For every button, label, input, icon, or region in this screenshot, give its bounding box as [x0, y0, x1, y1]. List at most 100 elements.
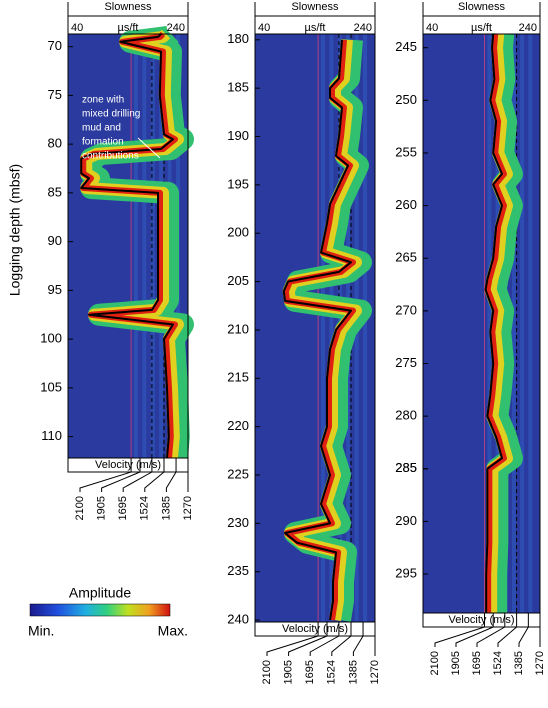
velocity-tick-label: 2100 [261, 660, 273, 684]
y-tick-label: 275 [395, 355, 417, 370]
slowness-tick-label: 40 [71, 22, 83, 34]
slowness-label: Slowness [458, 1, 506, 13]
slowness-trace [484, 33, 503, 613]
slowness-tick-label: 40 [426, 22, 438, 34]
velocity-leader [266, 635, 319, 656]
y-tick-label: 260 [395, 197, 417, 212]
velocity-tick-label: 1524 [139, 496, 151, 520]
image-texture [150, 34, 155, 458]
y-tick-label: 70 [48, 38, 62, 53]
y-tick-label: 190 [227, 128, 249, 143]
annotation-pointer [137, 137, 161, 159]
velocity-leader [288, 635, 328, 656]
amplitude-band [80, 31, 178, 459]
velocity-leader [476, 626, 506, 647]
colorbar-min: Min. [28, 623, 54, 639]
y-tick-label: 235 [227, 563, 249, 578]
slowness-unit: µs/ft [304, 22, 325, 34]
y-tick-label: 100 [40, 331, 62, 346]
y-tick-label: 250 [395, 92, 417, 107]
y-tick-label: 210 [227, 321, 249, 336]
velocity-tick-label: 1270 [534, 651, 546, 675]
velocity-leader [165, 471, 177, 492]
velocity-leader [101, 471, 141, 492]
annotation: contributions [82, 151, 139, 162]
velocity-leader [434, 626, 485, 647]
image-texture [528, 34, 533, 613]
velocity-leader [497, 626, 517, 647]
velocity-leader [79, 471, 132, 492]
y-tick-label: 255 [395, 144, 417, 159]
y-axis-label: Logging depth (mbsf) [7, 164, 23, 296]
velocity-leader [309, 635, 340, 656]
velocity-tick-label: 1905 [283, 660, 295, 684]
y-tick-label: 285 [395, 460, 417, 475]
velocity-tick-label: 1695 [471, 651, 483, 675]
image-texture [363, 34, 367, 622]
y-tick-label: 105 [40, 379, 62, 394]
slowness-unit: µs/ft [471, 22, 492, 34]
y-tick-label: 240 [227, 612, 249, 627]
y-tick-label: 200 [227, 225, 249, 240]
annotation: zone with [82, 95, 124, 106]
velocity-leader [331, 635, 352, 656]
y-tick-label: 220 [227, 418, 249, 433]
velocity-tick-label: 1695 [304, 660, 316, 684]
velocity-leader [144, 471, 165, 492]
colorbar-title: Amplitude [69, 585, 131, 601]
y-tick-label: 180 [227, 31, 249, 46]
y-tick-label: 230 [227, 515, 249, 530]
image-texture [329, 34, 334, 622]
y-tick-label: 225 [227, 466, 249, 481]
image-texture [487, 34, 492, 613]
slowness-tick-label: 240 [167, 22, 185, 34]
y-tick-label: 245 [395, 39, 417, 54]
image-texture [511, 34, 516, 613]
velocity-label: Velocity (m/s) [95, 459, 161, 471]
velocity-tick-label: 2100 [74, 496, 86, 520]
y-tick-label: 95 [48, 282, 62, 297]
y-tick-label: 185 [227, 80, 249, 95]
velocity-tick-label: 1270 [182, 496, 194, 520]
slowness-tick-label: 240 [354, 22, 372, 34]
y-tick-label: 265 [395, 250, 417, 265]
annotation: formation [82, 137, 124, 148]
velocity-tick-label: 1905 [450, 651, 462, 675]
slowness-trace [282, 39, 352, 621]
slowness-label: Slowness [104, 1, 152, 13]
y-tick-label: 110 [41, 428, 62, 443]
y-tick-label: 215 [227, 370, 249, 385]
amplitude-band [484, 33, 507, 613]
velocity-tick-label: 1385 [160, 496, 172, 520]
velocity-tick-label: 1524 [492, 651, 504, 675]
slowness-tick-label: 240 [519, 22, 537, 34]
slowness-tick-label: 40 [258, 22, 270, 34]
image-texture [321, 34, 325, 622]
velocity-tick-label: 1270 [369, 660, 381, 684]
slowness-unit: µs/ft [117, 22, 138, 34]
velocity-leader [352, 635, 364, 656]
y-tick-label: 90 [48, 233, 62, 248]
y-tick-label: 285 [395, 460, 417, 475]
velocity-label: Velocity (m/s) [448, 614, 514, 626]
velocity-tick-label: 1385 [347, 660, 359, 684]
y-tick-label: 195 [227, 176, 249, 191]
slowness-label: Slowness [291, 1, 339, 13]
annotation: mud and [82, 123, 121, 134]
velocity-tick-label: 1695 [117, 496, 129, 520]
y-tick-label: 280 [395, 408, 417, 423]
image-texture [520, 34, 525, 613]
velocity-leader [122, 471, 153, 492]
y-tick-label: 290 [395, 513, 417, 528]
y-tick-label: 270 [395, 302, 417, 317]
y-tick-label: 75 [48, 87, 62, 102]
annotation: mixed drilling [82, 109, 140, 120]
colorbar-max: Max. [158, 623, 188, 639]
colorbar [29, 603, 171, 617]
velocity-tick-label: 1905 [96, 496, 108, 520]
y-tick-label: 295 [395, 565, 417, 580]
velocity-label: Velocity (m/s) [282, 623, 348, 635]
y-tick-label: 85 [48, 184, 62, 199]
y-tick-label: 80 [48, 136, 62, 151]
